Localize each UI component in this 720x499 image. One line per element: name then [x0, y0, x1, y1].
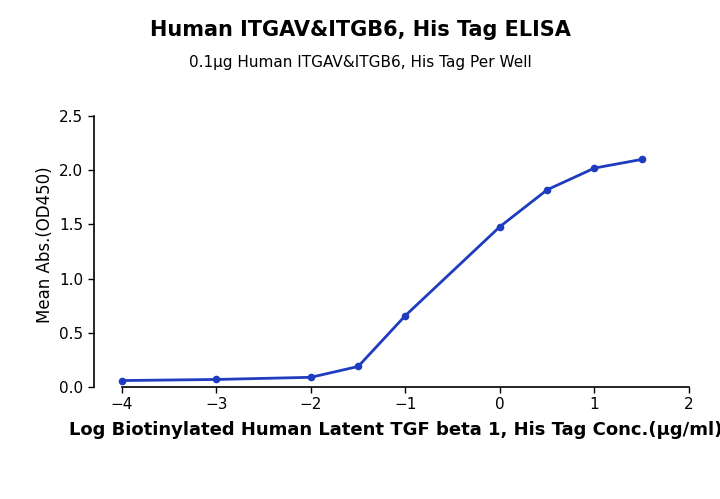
Y-axis label: Mean Abs.(OD450): Mean Abs.(OD450)	[35, 166, 53, 323]
X-axis label: Log Biotinylated Human Latent TGF beta 1, His Tag Conc.(μg/ml): Log Biotinylated Human Latent TGF beta 1…	[69, 421, 720, 439]
Text: 0.1μg Human ITGAV&ITGB6, His Tag Per Well: 0.1μg Human ITGAV&ITGB6, His Tag Per Wel…	[189, 55, 531, 70]
Text: Human ITGAV&ITGB6, His Tag ELISA: Human ITGAV&ITGB6, His Tag ELISA	[150, 20, 570, 40]
